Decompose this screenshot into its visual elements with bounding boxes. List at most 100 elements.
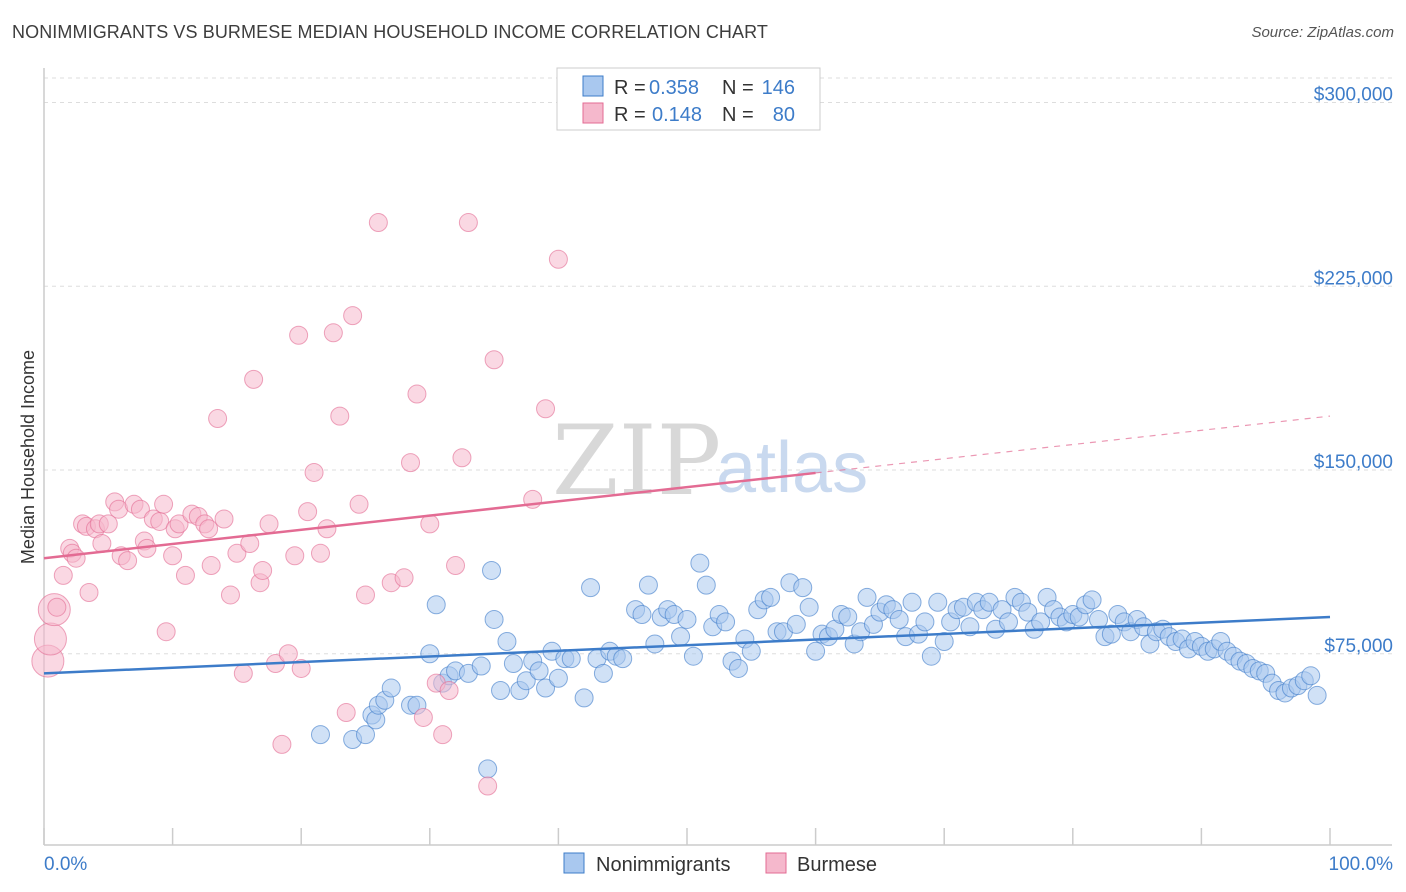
data-point-burmese xyxy=(118,551,138,571)
data-point-nonimmigrants xyxy=(1307,685,1327,705)
legend-n-label-blue: N = xyxy=(722,77,754,99)
data-point-nonimmigrants xyxy=(548,668,568,688)
legend-n-value-blue: 146 xyxy=(762,77,795,99)
data-point-burmese xyxy=(446,556,466,576)
data-point-burmese xyxy=(536,399,556,419)
trend-line-burmese-extension xyxy=(815,415,1331,474)
series-legend: Nonimmigrants Burmese xyxy=(563,852,877,876)
data-point-nonimmigrants xyxy=(761,587,781,607)
data-point-nonimmigrants xyxy=(806,641,826,661)
data-point-nonimmigrants xyxy=(503,654,523,674)
correlation-legend: R = 0.358 N = 146 R = 0.148 N = 80 xyxy=(556,67,821,131)
data-point-burmese xyxy=(33,622,67,656)
data-point-burmese xyxy=(330,406,350,426)
data-point-burmese xyxy=(220,585,240,605)
data-point-nonimmigrants xyxy=(420,644,440,664)
data-point-nonimmigrants xyxy=(593,663,613,683)
data-point-nonimmigrants xyxy=(741,641,761,661)
y-tick-label: $75,000 xyxy=(1324,636,1393,657)
data-point-nonimmigrants xyxy=(799,597,819,617)
data-point-nonimmigrants xyxy=(638,575,658,595)
watermark-atlas: atlas xyxy=(716,428,868,508)
data-point-nonimmigrants xyxy=(581,578,601,598)
legend-n-value-pink: 80 xyxy=(773,104,795,126)
data-point-nonimmigrants xyxy=(728,658,748,678)
data-point-nonimmigrants xyxy=(690,553,710,573)
data-point-nonimmigrants xyxy=(516,671,536,691)
data-point-burmese xyxy=(291,658,311,678)
data-point-nonimmigrants xyxy=(902,592,922,612)
data-point-burmese xyxy=(285,546,305,566)
data-point-burmese xyxy=(98,514,118,534)
legend-swatch-nonimmigrants xyxy=(563,852,585,874)
data-point-burmese xyxy=(130,499,150,519)
data-point-burmese xyxy=(548,249,568,269)
trend-lines xyxy=(43,415,1331,675)
data-point-burmese xyxy=(244,369,264,389)
data-point-nonimmigrants xyxy=(716,612,736,632)
data-point-burmese xyxy=(413,707,433,727)
legend-swatch-blue xyxy=(582,75,604,97)
data-point-burmese xyxy=(47,597,67,617)
data-point-burmese xyxy=(368,213,388,233)
y-tick-labels: $75,000 $150,000 $225,000 $300,000 xyxy=(1314,85,1393,657)
y-axis-label: Median Household Income xyxy=(18,350,38,564)
trend-line-burmese xyxy=(43,471,816,560)
data-point-burmese xyxy=(289,325,309,345)
data-point-nonimmigrants xyxy=(478,759,498,779)
data-point-burmese xyxy=(349,494,369,514)
legend-r-value-pink: 0.148 xyxy=(652,104,702,126)
data-point-nonimmigrants xyxy=(561,649,581,669)
data-point-burmese xyxy=(336,703,356,723)
legend-r-value-blue: 0.358 xyxy=(649,77,699,99)
data-point-burmese xyxy=(458,213,478,233)
data-point-nonimmigrants xyxy=(786,614,806,634)
data-point-burmese xyxy=(323,323,343,343)
data-point-burmese xyxy=(401,453,421,473)
data-point-nonimmigrants xyxy=(632,605,652,625)
data-point-burmese xyxy=(79,583,99,602)
legend-label-burmese: Burmese xyxy=(797,854,877,876)
data-point-burmese xyxy=(208,409,228,429)
trend-line-nonimmigrants xyxy=(43,615,1331,675)
data-point-nonimmigrants xyxy=(310,725,330,745)
data-point-burmese xyxy=(169,514,189,534)
legend-r-label-blue: R = xyxy=(614,77,646,99)
data-point-nonimmigrants xyxy=(645,634,665,654)
y-tick-label: $300,000 xyxy=(1314,85,1393,106)
data-point-burmese xyxy=(214,509,234,529)
data-point-nonimmigrants xyxy=(484,609,504,629)
legend-label-nonimmigrants: Nonimmigrants xyxy=(596,854,730,876)
data-point-nonimmigrants xyxy=(857,587,877,607)
data-point-burmese xyxy=(343,306,363,326)
data-point-nonimmigrants xyxy=(889,609,909,629)
data-point-nonimmigrants xyxy=(491,681,511,700)
data-point-burmese xyxy=(452,448,472,468)
data-point-burmese xyxy=(92,534,112,553)
data-point-nonimmigrants xyxy=(426,595,446,615)
data-point-burmese xyxy=(53,565,73,585)
data-point-burmese xyxy=(433,725,453,745)
data-point-burmese xyxy=(175,565,195,585)
data-point-nonimmigrants xyxy=(356,725,375,745)
data-point-nonimmigrants xyxy=(574,688,594,708)
data-point-nonimmigrants xyxy=(497,632,517,651)
legend-swatch-burmese xyxy=(765,852,787,874)
data-point-burmese xyxy=(394,568,414,588)
data-point-burmese xyxy=(154,494,174,514)
data-point-nonimmigrants xyxy=(1018,602,1038,622)
data-point-burmese xyxy=(439,681,459,700)
data-point-nonimmigrants xyxy=(1101,624,1121,644)
source-label: Source: ZipAtlas.com xyxy=(1251,24,1394,41)
gridlines xyxy=(44,77,1392,655)
data-point-nonimmigrants xyxy=(928,592,948,612)
data-point-nonimmigrants xyxy=(915,612,935,632)
data-point-burmese xyxy=(356,585,375,605)
data-point-burmese xyxy=(484,350,504,370)
data-point-nonimmigrants xyxy=(471,656,491,676)
chart-title: NONIMMIGRANTS VS BURMESE MEDIAN HOUSEHOL… xyxy=(12,22,769,42)
data-point-nonimmigrants xyxy=(381,678,401,698)
data-point-nonimmigrants xyxy=(1082,590,1102,610)
data-point-nonimmigrants xyxy=(613,649,633,669)
legend-r-label-pink: R = xyxy=(614,104,646,126)
